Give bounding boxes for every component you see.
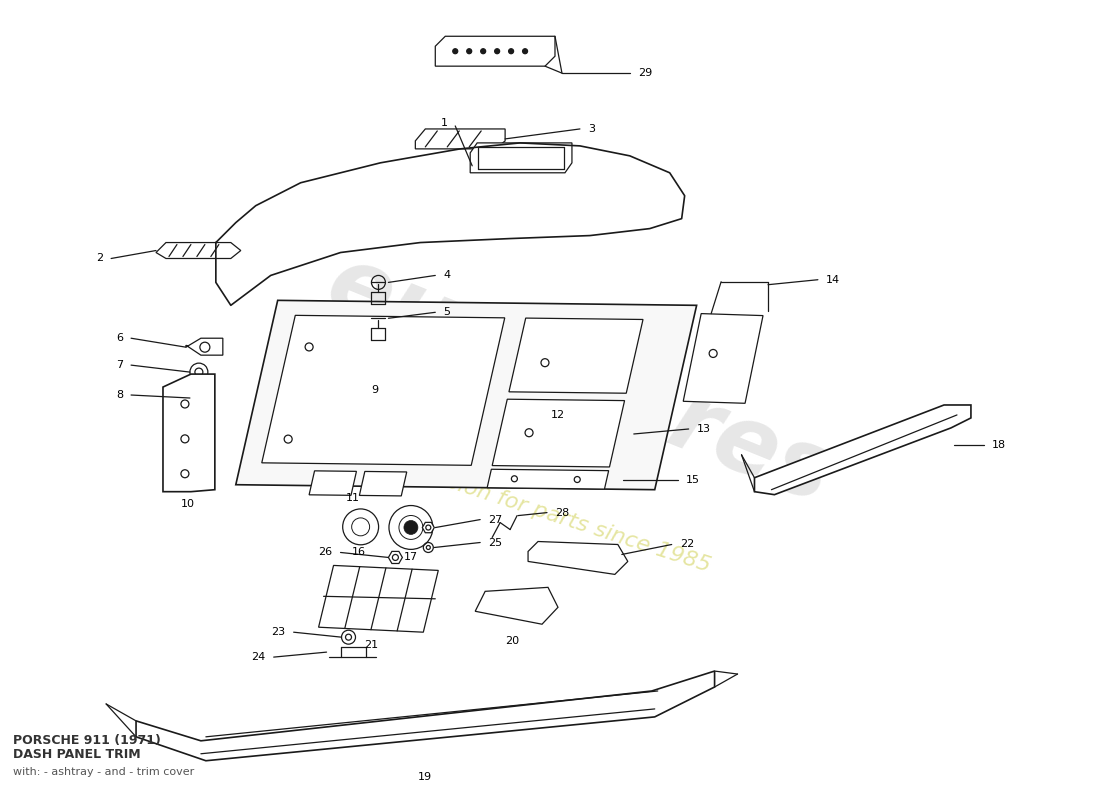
Circle shape (522, 49, 528, 54)
Polygon shape (492, 399, 625, 467)
Text: 11: 11 (346, 493, 360, 503)
Text: 1: 1 (441, 118, 449, 128)
Polygon shape (475, 587, 558, 624)
Text: 6: 6 (117, 334, 123, 343)
Text: euroPares: euroPares (314, 237, 846, 523)
Text: 18: 18 (992, 440, 1007, 450)
Polygon shape (422, 522, 435, 533)
Circle shape (453, 49, 458, 54)
Text: 22: 22 (680, 539, 694, 550)
Polygon shape (235, 300, 696, 490)
Polygon shape (528, 542, 628, 574)
Text: DASH PANEL TRIM: DASH PANEL TRIM (13, 748, 141, 761)
Text: 7: 7 (116, 360, 123, 370)
Circle shape (495, 49, 499, 54)
Text: 25: 25 (488, 538, 503, 547)
Text: 2: 2 (96, 254, 103, 263)
Polygon shape (509, 318, 644, 394)
Polygon shape (416, 129, 505, 149)
Circle shape (481, 49, 486, 54)
Text: 24: 24 (252, 652, 266, 662)
Text: 5: 5 (443, 307, 450, 318)
Text: PORSCHE 911 (1971): PORSCHE 911 (1971) (13, 734, 162, 746)
Text: 17: 17 (404, 552, 418, 562)
Polygon shape (186, 338, 223, 355)
Polygon shape (191, 389, 207, 407)
Polygon shape (262, 315, 505, 466)
Text: 14: 14 (826, 274, 840, 285)
Circle shape (404, 521, 418, 534)
Text: 26: 26 (318, 547, 332, 558)
Text: 12: 12 (550, 410, 564, 420)
Text: 27: 27 (488, 514, 503, 525)
Polygon shape (163, 374, 214, 492)
Text: 13: 13 (696, 424, 711, 434)
Polygon shape (156, 242, 241, 258)
Polygon shape (470, 143, 572, 173)
Polygon shape (309, 471, 356, 495)
Circle shape (508, 49, 514, 54)
Text: 10: 10 (180, 498, 195, 509)
Text: 4: 4 (443, 270, 450, 281)
Text: 9: 9 (372, 386, 378, 395)
Text: 19: 19 (418, 772, 432, 782)
Polygon shape (683, 314, 763, 403)
Polygon shape (136, 671, 715, 761)
Text: a passion for parts since 1985: a passion for parts since 1985 (387, 453, 713, 576)
Text: 29: 29 (638, 68, 652, 78)
Polygon shape (319, 566, 438, 632)
Text: 3: 3 (587, 124, 595, 134)
Polygon shape (487, 470, 608, 489)
Polygon shape (436, 36, 556, 66)
Polygon shape (388, 551, 403, 563)
Text: 15: 15 (686, 475, 701, 485)
Polygon shape (360, 471, 407, 496)
Text: 28: 28 (556, 508, 569, 518)
Text: 21: 21 (364, 640, 378, 650)
Circle shape (466, 49, 472, 54)
Text: with: - ashtray - and - trim cover: with: - ashtray - and - trim cover (13, 766, 195, 777)
Text: 20: 20 (505, 636, 519, 646)
Polygon shape (755, 405, 971, 494)
Text: 8: 8 (116, 390, 123, 400)
Text: 23: 23 (272, 627, 286, 637)
Text: 16: 16 (352, 546, 365, 557)
